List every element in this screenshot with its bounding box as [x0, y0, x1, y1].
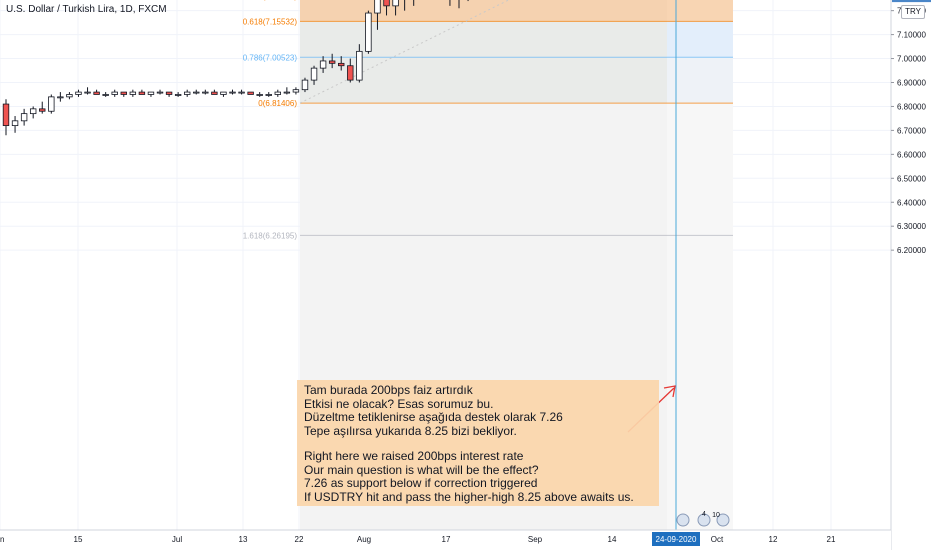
candle-body	[129, 91, 137, 95]
note-line: Our main question is what will be the ef…	[304, 462, 539, 477]
price-tick-label: 7.10000	[897, 31, 926, 40]
fib-label: 0.786(7.00523)	[243, 53, 298, 62]
candle-body	[156, 91, 164, 94]
candle-body	[165, 91, 173, 95]
fib-mid-tag: 7.26074	[896, 0, 925, 1]
candle-body	[11, 120, 19, 127]
time-tick-label: 12	[769, 535, 778, 544]
price-tick-label: 6.70000	[897, 126, 926, 135]
candle-body	[93, 91, 100, 95]
price-tick-label: 6.50000	[897, 174, 926, 183]
time-tick-label: Sep	[528, 535, 543, 544]
candle-body	[102, 94, 109, 96]
price-tick-label: 6.30000	[897, 222, 926, 231]
time-tick-label: Aug	[357, 535, 371, 544]
time-tick-label: 14	[608, 535, 617, 544]
candle-body	[319, 60, 327, 69]
candle-body	[174, 94, 182, 96]
time-tick-label: Oct	[711, 535, 724, 544]
candle-body	[301, 79, 309, 91]
candle-body	[84, 91, 91, 94]
time-tick-label: Jul	[172, 535, 182, 544]
fib-label: 0.5(7.26074)	[252, 0, 298, 1]
note-line: Düzeltme tetiklenirse aşağıda destek ola…	[304, 410, 563, 424]
price-tick-label: 6.60000	[897, 150, 926, 159]
candle-body	[20, 113, 28, 122]
annotation-note[interactable]: Tam burada 200bps faiz artırdık Etkisi ne…	[297, 380, 659, 506]
note-line: If USDTRY hit and pass the higher-high 8…	[304, 489, 634, 504]
candle-body	[374, 0, 381, 14]
candle-body	[66, 94, 73, 98]
time-tick-label: 21	[827, 535, 836, 544]
candle-body	[238, 91, 245, 94]
candle-body	[274, 91, 281, 95]
price-tick-label: 6.80000	[897, 102, 926, 111]
fib-label: 0.618(7.15532)	[243, 17, 298, 26]
price-tick-label: 6.90000	[897, 79, 926, 88]
event-flag-icon	[716, 513, 730, 527]
candle-body	[310, 67, 318, 81]
time-tick-label: 13	[239, 535, 248, 544]
crosshair-date-bg	[652, 532, 700, 546]
candle-body	[48, 96, 55, 112]
note-line: 7.26 as support below if correction trig…	[304, 476, 538, 490]
fib-mid-tag-bg	[892, 0, 931, 3]
candle-body	[29, 108, 37, 115]
event-count: 4	[702, 511, 706, 518]
candle-body	[383, 0, 390, 7]
candle-body	[120, 91, 127, 95]
fib-label: 0(6.81406)	[258, 99, 297, 108]
note-line: Etkisi ne olacak? Esas sorumuz bu.	[304, 396, 494, 411]
candle-body	[392, 0, 399, 7]
candle-body	[247, 91, 254, 95]
candle-body	[365, 12, 372, 52]
event-flag-icon	[697, 513, 711, 527]
note-line: Right here we raised 200bps interest rat…	[304, 449, 524, 463]
price-tick-label: 7.00000	[897, 55, 926, 64]
candle-body	[356, 50, 363, 81]
candle-body	[193, 91, 200, 94]
candle-body	[292, 89, 300, 93]
arrow-head	[663, 385, 676, 398]
symbol-title: U.S. Dollar / Turkish Lira, 1D, FXCM	[6, 4, 167, 15]
candle-body	[211, 91, 218, 95]
fib-band-blue2	[667, 57, 733, 104]
time-tick-label: 17	[442, 535, 451, 544]
fib-band-blue	[667, 21, 733, 58]
candle-body	[229, 91, 236, 94]
event-flag-icon	[676, 513, 690, 527]
note-line: Tepe aşılırsa yukarıda 8.25 bizi bekliyo…	[304, 423, 517, 438]
candle-body	[39, 108, 46, 112]
note-line: Tam burada 200bps faiz artırdık	[304, 383, 473, 397]
event-count: 10	[712, 512, 720, 519]
candle-body	[2, 103, 10, 127]
candle-body	[220, 91, 227, 95]
time-tick-label: n	[0, 535, 4, 544]
time-tick-label: 15	[74, 535, 83, 544]
candle-body	[202, 91, 209, 94]
candle-body	[147, 91, 155, 95]
fib-band-orange	[300, 0, 733, 22]
fib-label: 1.618(6.26195)	[243, 231, 298, 240]
candle-body	[183, 91, 191, 95]
price-axis	[891, 0, 932, 550]
time-tick-label: 22	[295, 535, 304, 544]
crosshair-date: 24-09-2020	[656, 535, 697, 544]
candle-body	[256, 94, 263, 96]
candle-body	[338, 62, 345, 67]
candle-body	[265, 94, 272, 96]
candle-body	[328, 60, 336, 64]
candle-body	[75, 91, 82, 95]
candle-body	[283, 91, 291, 94]
candle-body	[111, 91, 118, 95]
candle-body	[57, 96, 64, 99]
price-tick-label: 6.20000	[897, 246, 926, 255]
price-tick-label: 6.40000	[897, 198, 926, 207]
currency-button[interactable]: TRY	[901, 5, 925, 19]
trend-line	[299, 0, 510, 104]
candle-body	[138, 91, 146, 95]
candle-body	[347, 65, 354, 81]
